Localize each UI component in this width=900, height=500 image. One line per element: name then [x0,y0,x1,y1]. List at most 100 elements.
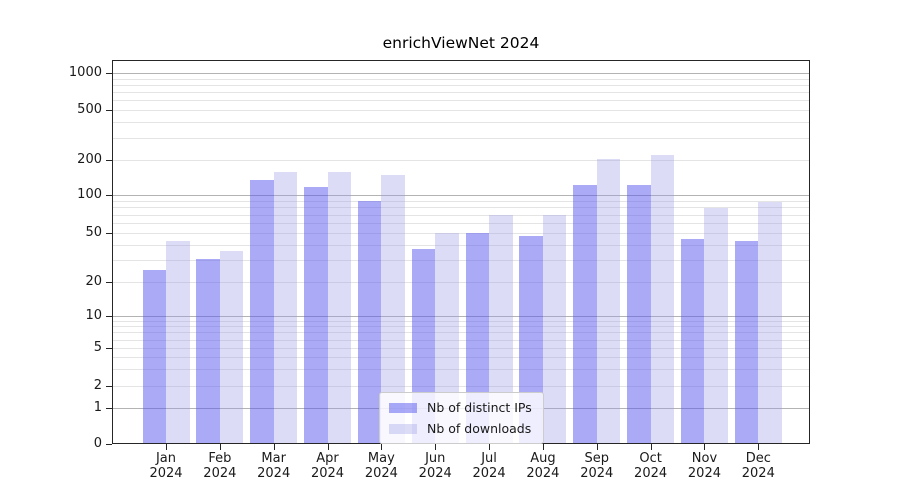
x-tick-year: 2024 [634,466,668,481]
gridline-minor [112,137,810,139]
x-tick-month: Oct [639,451,662,466]
x-tick-label: Dec 2024 [726,451,790,481]
bar-distinct-ips-may [357,200,382,444]
gridline-minor [112,233,810,234]
bar-layer [112,60,810,444]
gridline-major [112,316,810,317]
bar-downloads-nov [704,207,728,444]
x-tick-month: Feb [208,451,232,466]
y-tick [106,110,112,111]
x-tick-year: 2024 [687,466,721,481]
y-tick [106,282,112,283]
gridline-minor [112,244,810,246]
gridline-major [112,73,810,74]
x-tick [650,444,652,450]
legend-label-distinct-ips: Nb of distinct IPs [427,400,532,415]
x-tick-label: Oct 2024 [619,451,683,481]
x-tick-month: Nov [691,451,718,466]
x-tick-year: 2024 [149,466,183,481]
x-tick-label: Sep 2024 [565,451,629,481]
bar-downloads-jan [166,241,190,444]
x-tick-month: Mar [261,451,286,466]
legend-swatch-distinct-ips [389,402,417,413]
bar-downloads-feb [219,250,244,444]
y-tick-label: 500 [77,102,102,117]
y-tick [106,73,112,74]
y-tick [106,316,112,317]
y-tick-label: 1000 [68,65,102,80]
bar-distinct-ips-dec [734,241,759,444]
gridline-minor [112,357,810,359]
gridline-minor [112,84,810,86]
y-tick [106,386,112,387]
x-tick-year: 2024 [472,466,506,481]
plot-area: Nb of distinct IPs Nb of downloads [112,60,810,444]
x-tick-year: 2024 [526,466,560,481]
chart-title: enrichViewNet 2024 [382,34,540,52]
gridline-minor [112,260,810,262]
gridline-minor [112,320,810,322]
x-tick [327,444,329,450]
x-tick-month: Jan [155,451,177,466]
x-tick-year: 2024 [310,466,345,481]
grid-layer [112,60,810,444]
x-tick-year: 2024 [203,466,237,481]
x-tick [542,444,544,450]
bar-distinct-ips-oct [627,184,651,444]
x-tick-label: Aug 2024 [511,451,575,481]
gridline-minor [112,348,810,349]
gridline-minor [112,92,810,94]
x-tick-year: 2024 [364,466,398,481]
gridline-major [112,195,810,196]
x-tick-year: 2024 [418,466,452,481]
y-tick-label: 10 [85,308,102,323]
x-tick [489,444,491,450]
y-tick-label: 5 [93,340,102,355]
bar-downloads-aug [542,214,567,444]
x-tick-month: Dec [745,451,771,466]
x-tick-month: Apr [316,451,339,466]
legend-swatch-downloads [389,423,417,434]
x-tick [704,444,706,450]
legend: Nb of distinct IPs Nb of downloads [379,392,544,444]
gridline-minor [112,110,810,111]
y-tick [106,233,112,234]
x-tick-label: Apr 2024 [296,451,360,481]
x-tick-month: May [367,451,395,466]
x-tick-month: Jul [481,451,497,466]
y-tick [106,160,112,161]
gridline-minor [112,160,810,161]
bar-distinct-ips-mar [250,179,274,444]
x-tick-label: Jul 2024 [457,451,521,481]
bar-downloads-apr [327,171,352,444]
y-tick-label: 2 [93,378,102,393]
gridline-minor [112,223,810,224]
y-tick [106,348,112,349]
bar-distinct-ips-nov [680,238,705,444]
bar-downloads-oct [650,155,675,444]
x-tick [273,444,275,450]
y-tick-label: 200 [77,152,102,167]
bar-downloads-may [381,175,405,444]
gridline-minor [112,200,810,202]
y-tick [106,407,112,409]
gridline-minor [112,326,810,328]
x-tick-month: Sep [584,451,609,466]
x-tick-label: Mar 2024 [242,451,306,481]
y-tick-label: 1 [93,399,102,415]
y-tick-label: 100 [77,187,102,202]
legend-item-distinct-ips: Nb of distinct IPs [389,399,532,416]
gridline-minor [112,282,810,283]
x-tick [435,444,437,450]
legend-label-downloads: Nb of downloads [427,421,532,436]
bar-distinct-ips-jul [465,233,490,444]
bar-downloads-jun [435,233,459,444]
y-tick-label: 20 [85,274,102,289]
gridline-minor [112,207,810,209]
bar-downloads-dec [758,202,782,444]
gridline-minor [112,214,810,216]
bar-downloads-jul [489,215,513,444]
bar-downloads-mar [273,171,298,444]
x-tick-label: Jun 2024 [403,451,467,481]
